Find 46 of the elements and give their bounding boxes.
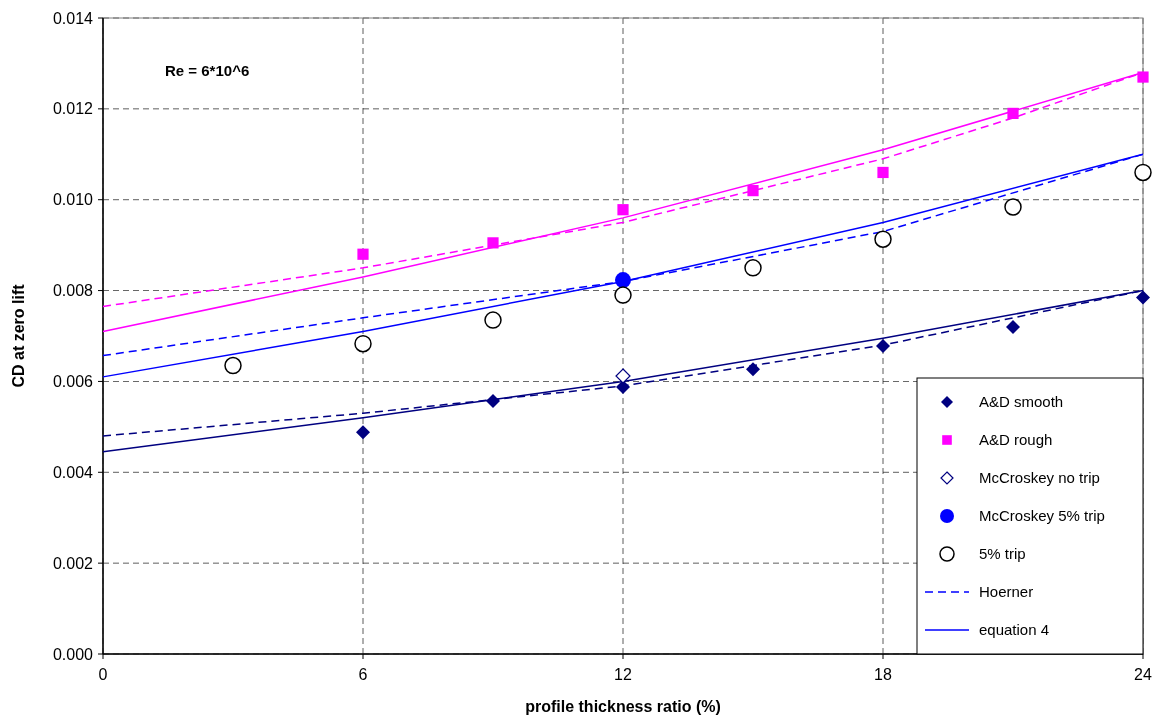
point — [746, 362, 760, 377]
point — [1006, 319, 1020, 334]
point — [877, 166, 889, 179]
point — [224, 356, 242, 375]
y-tick-label: 0.002 — [52, 554, 94, 572]
point — [357, 248, 369, 260]
x-tick-label: 24 — [1134, 666, 1152, 683]
y-tick-label: 0.000 — [52, 645, 94, 663]
point — [354, 334, 372, 353]
y-tick-label: 0.004 — [52, 463, 94, 481]
y-axis-title: CD at zero lift — [10, 283, 27, 388]
legend-label: 5% trip — [979, 545, 1026, 563]
point — [1004, 198, 1022, 216]
point — [617, 204, 629, 216]
x-tick-label: 12 — [614, 666, 632, 683]
point — [744, 259, 762, 277]
point — [615, 368, 631, 384]
point — [1007, 107, 1019, 119]
point — [876, 338, 890, 353]
point — [874, 230, 892, 248]
legend-label: Hoerner — [979, 583, 1034, 601]
x-tick-label: 18 — [874, 666, 892, 683]
x-tick-label: 0 — [98, 666, 108, 683]
point — [747, 185, 759, 197]
x-axis-title: profile thickness ratio (%) — [525, 698, 721, 715]
y-tick-label: 0.014 — [52, 9, 94, 27]
legend-label: equation 4 — [979, 621, 1050, 639]
legend-label: A&D smooth — [979, 393, 1064, 411]
point — [614, 286, 632, 304]
point — [1137, 71, 1149, 83]
annotation: Re = 6*10^6 — [165, 62, 250, 79]
legend-label: McCroskey 5% trip — [979, 507, 1105, 525]
y-tick-label: 0.008 — [52, 282, 94, 300]
point — [484, 311, 502, 329]
y-tick-label: 0.012 — [52, 100, 94, 118]
y-tick-label: 0.010 — [52, 191, 94, 209]
legend-label: McCroskey no trip — [979, 469, 1100, 487]
y-tick-label: 0.006 — [52, 373, 94, 391]
point — [1136, 290, 1150, 305]
x-tick-label: 6 — [358, 666, 368, 683]
legend-label: A&D rough — [979, 431, 1053, 449]
point — [487, 237, 499, 249]
point — [356, 425, 370, 440]
point — [486, 393, 500, 408]
point — [615, 272, 631, 289]
point — [1134, 163, 1152, 182]
